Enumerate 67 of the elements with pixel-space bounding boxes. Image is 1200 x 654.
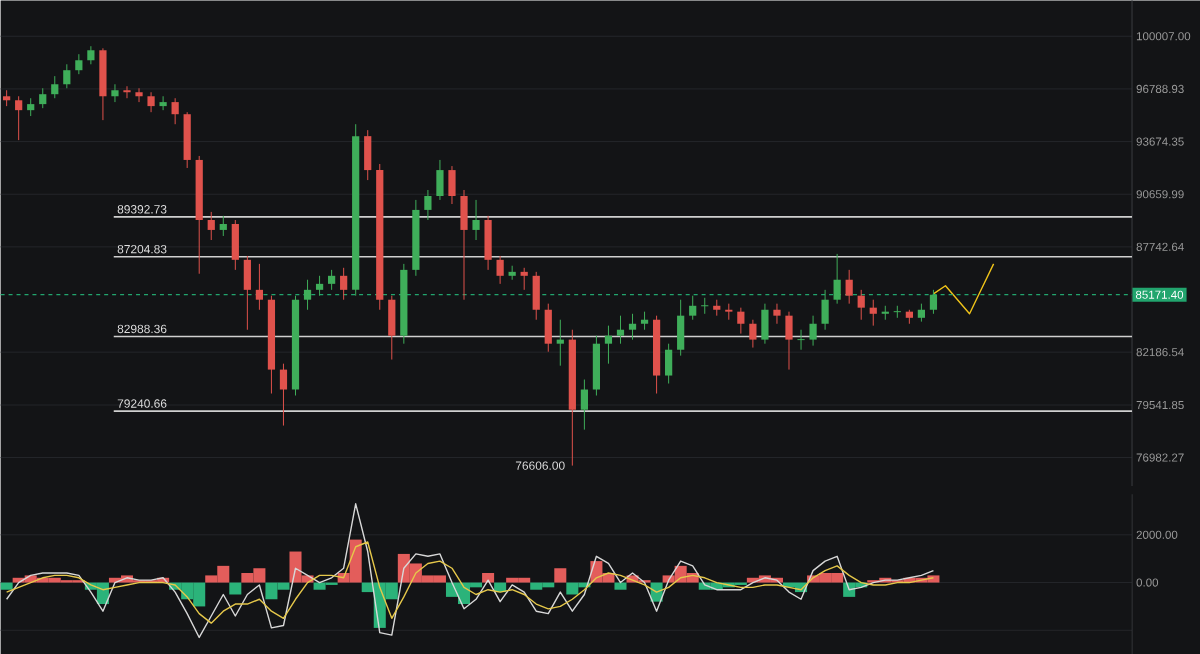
candlestick <box>628 312 637 340</box>
candlestick <box>63 63 71 89</box>
candlestick <box>544 302 552 352</box>
candlestick <box>496 255 504 285</box>
candlestick <box>436 159 444 201</box>
candlestick <box>773 302 781 324</box>
candlestick <box>388 294 396 360</box>
candlestick <box>677 298 685 356</box>
candlestick <box>255 263 264 310</box>
candlestick <box>135 87 143 103</box>
candlestick <box>689 294 697 320</box>
candlestick <box>51 75 59 99</box>
candlestick <box>279 362 288 426</box>
candlestick <box>604 324 613 364</box>
candlestick <box>111 83 119 103</box>
candlestick <box>243 255 251 330</box>
candlestick <box>893 304 902 318</box>
candlestick <box>833 253 841 304</box>
candlestick <box>364 129 372 181</box>
candlestick <box>219 215 227 237</box>
candlestick <box>580 378 588 430</box>
candlestick <box>484 215 492 271</box>
bar <box>614 582 627 590</box>
candlestick <box>147 91 155 113</box>
candlestick <box>700 296 709 314</box>
candlestick <box>123 85 131 99</box>
candlestick <box>183 111 191 169</box>
candlestick <box>340 266 348 300</box>
candlestick <box>460 189 468 300</box>
candlestick <box>929 289 938 314</box>
candlestick <box>231 219 239 271</box>
candlestick <box>99 47 107 121</box>
candlestick <box>472 199 480 241</box>
bar <box>482 572 495 583</box>
candlestick <box>159 95 167 111</box>
candlestick <box>809 314 817 346</box>
candlestick <box>796 328 806 350</box>
candlestick <box>821 289 829 330</box>
bar <box>554 567 567 583</box>
candlestick <box>532 271 540 320</box>
candlestick <box>761 302 769 344</box>
candlestick <box>665 342 673 384</box>
candlestick <box>75 53 83 75</box>
candlestick <box>785 310 793 370</box>
candlestick <box>640 310 649 330</box>
candlestick <box>15 95 23 141</box>
candlestick <box>303 278 312 310</box>
candlestick <box>315 275 324 296</box>
candlestick <box>87 45 95 65</box>
candlestick <box>520 266 528 291</box>
candlestick <box>424 189 432 221</box>
bar <box>0 582 13 590</box>
candlestick <box>616 314 625 344</box>
candlestick <box>448 165 456 205</box>
candlestick <box>749 318 757 348</box>
candlestick <box>845 269 853 304</box>
candlestick <box>207 211 215 241</box>
candlestick <box>592 334 601 396</box>
candlestick <box>556 318 564 366</box>
candlestick <box>328 269 336 291</box>
candlestick <box>869 298 877 326</box>
candlestick <box>857 289 865 320</box>
bar <box>229 582 242 595</box>
candlestick <box>737 306 745 334</box>
candlestick <box>171 97 179 125</box>
line-series <box>932 262 995 315</box>
candlestick <box>39 87 47 109</box>
